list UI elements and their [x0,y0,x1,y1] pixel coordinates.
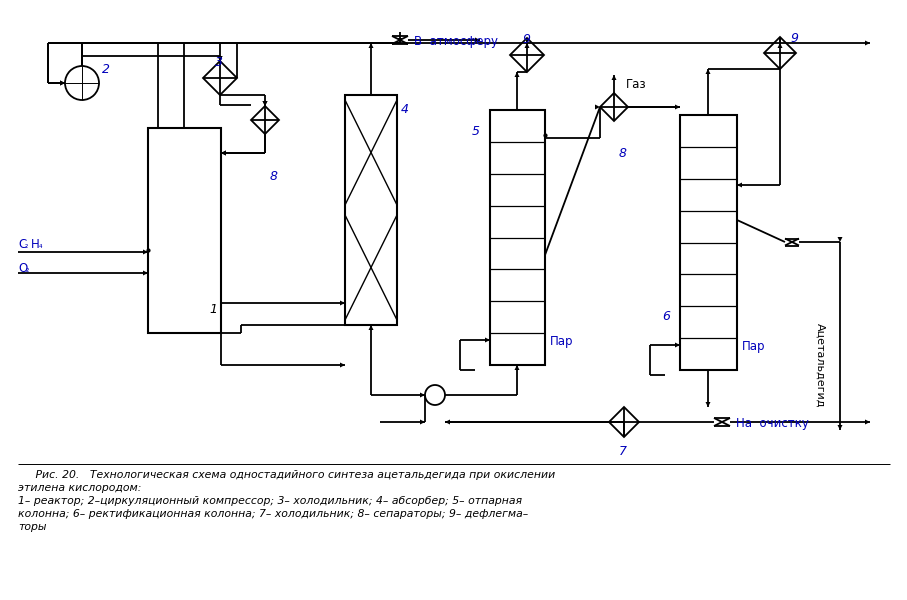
Text: ₂: ₂ [26,265,29,274]
Text: 9: 9 [522,33,530,46]
Text: В  атмосферу: В атмосферу [414,35,498,48]
Polygon shape [262,101,268,106]
Polygon shape [706,402,710,407]
Text: 4: 4 [401,103,409,116]
Polygon shape [218,56,222,61]
Text: 6: 6 [662,310,670,323]
Polygon shape [60,80,65,85]
Text: ₂: ₂ [25,241,28,250]
Polygon shape [60,80,65,85]
Polygon shape [143,250,148,254]
Text: Рис. 20.   Технологическая схема одностадийного синтеза ацетальдегида при окисле: Рис. 20. Технологическая схема одностади… [18,470,555,480]
Polygon shape [368,43,374,48]
Polygon shape [865,419,870,425]
Bar [345,95,397,325]
Text: 9: 9 [790,32,798,45]
Text: Пар: Пар [550,335,573,348]
Polygon shape [485,337,490,343]
Text: H: H [31,238,40,251]
Text: 8: 8 [619,147,627,160]
Text: На  очистку: На очистку [736,417,809,430]
Polygon shape [706,69,710,74]
Polygon shape [737,182,742,187]
Polygon shape [475,37,480,43]
Bar [680,115,737,370]
Polygon shape [221,151,226,155]
Text: 1– реактор; 2–циркуляционный компрессор; 3– холодильник; 4– абсорбер; 5– отпарна: 1– реактор; 2–циркуляционный компрессор;… [18,496,522,506]
Polygon shape [340,362,345,367]
Bar [490,110,545,365]
Text: колонна; 6– ректификационная колонна; 7– холодильник; 8– сепараторы; 9– дефлегма: колонна; 6– ректификационная колонна; 7–… [18,509,528,519]
Text: 7: 7 [619,445,627,458]
Text: C: C [18,238,26,251]
Bar [148,128,221,333]
Polygon shape [420,419,425,425]
Text: этилена кислородом:: этилена кислородом: [18,483,141,493]
Polygon shape [675,343,680,347]
Polygon shape [595,104,600,109]
Text: 8: 8 [270,170,278,183]
Polygon shape [524,43,530,48]
Text: Пар: Пар [742,340,766,353]
Text: 1: 1 [209,303,217,316]
Polygon shape [837,237,843,242]
Polygon shape [340,301,345,305]
Text: 5: 5 [472,125,480,138]
Polygon shape [262,101,268,106]
Text: O: O [18,262,27,275]
Polygon shape [420,392,425,397]
Polygon shape [368,325,374,330]
Polygon shape [218,56,222,61]
Polygon shape [611,75,617,80]
Polygon shape [221,151,226,155]
Text: Ацетальдегид: Ацетальдегид [815,323,825,407]
Polygon shape [397,38,403,43]
Text: Газ: Газ [626,78,647,91]
Text: торы: торы [18,522,46,532]
Polygon shape [777,43,783,48]
Polygon shape [675,104,680,109]
Polygon shape [143,271,148,275]
Polygon shape [837,425,843,430]
Text: 3: 3 [215,56,223,69]
Polygon shape [445,419,450,425]
Text: 2: 2 [102,63,110,76]
Polygon shape [514,72,520,77]
Text: ₄: ₄ [39,241,43,250]
Polygon shape [865,40,870,46]
Polygon shape [514,365,520,370]
